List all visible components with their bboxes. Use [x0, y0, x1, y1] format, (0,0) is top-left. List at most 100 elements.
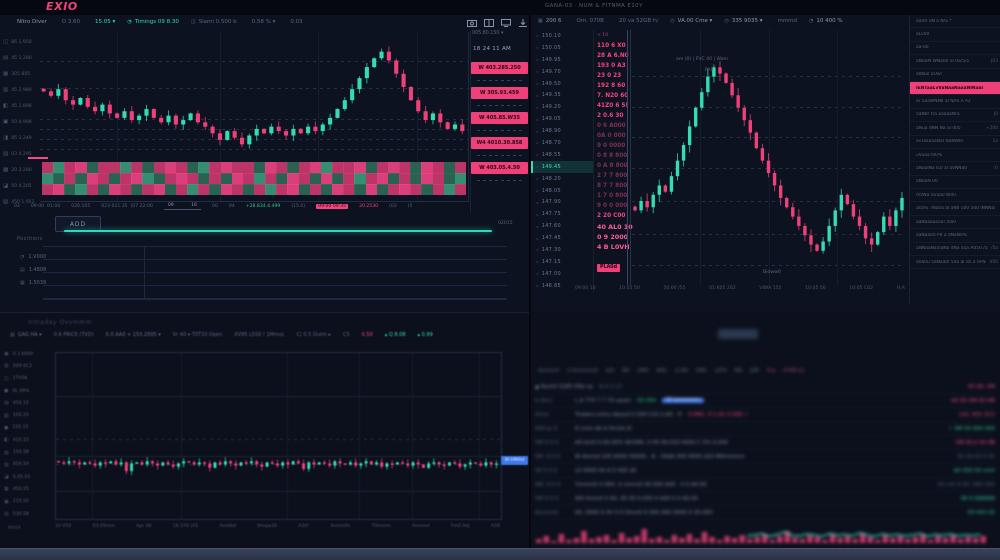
depth-candlestick-chart[interactable] [632, 30, 905, 285]
toolbar-item[interactable]: ◔ 10 400 % [809, 18, 843, 24]
indicator-row[interactable]: ● 0L 00% [4, 385, 54, 397]
tool-rail-item[interactable]: ▥ 45 2.980 [3, 82, 39, 98]
toolbar-item[interactable]: Nitro Diver [14, 19, 47, 25]
order-row[interactable]: 000 Ju 0 D mml dA A 0m1A /0 ✓ 0M 00 000 00… [535, 422, 995, 436]
sidebar-item[interactable]: IENTaaLvVaNaaNaaaNINaaI [910, 81, 1000, 96]
orders-column-header[interactable]: A 0M [675, 368, 688, 374]
price-scale-row[interactable]: ▫ 147.75 [531, 208, 593, 220]
price-scale-row[interactable]: ▫ 148.55 [531, 149, 593, 161]
orders-column-header[interactable]: 0M0 [695, 368, 707, 374]
price-scale-row[interactable]: ▫ 147.30 [531, 244, 593, 256]
order-row[interactable]: ▲ Num0 5280 00b ua N.A 0.10 00 0A, 0M [535, 380, 995, 394]
orders-column-header[interactable]: dT0M d1 [782, 368, 805, 374]
toolbar-item[interactable]: 0.0 AA0 + 150.2005 ▾ [103, 332, 161, 338]
price-scale-row[interactable]: ▫ 146.85 [531, 280, 593, 292]
orders-column-header[interactable]: W0L [656, 368, 668, 374]
sidebar-item[interactable]: uVuaa I00% [910, 149, 1000, 163]
tool-rail-item[interactable]: ▨ 03 4.295 [3, 146, 39, 162]
tool-rail-item[interactable]: ◧ 45 1.898 [3, 98, 39, 114]
indicator-row[interactable]: ▨ 150.5B [4, 446, 54, 458]
positions-table[interactable] [43, 246, 507, 300]
tool-rail-item[interactable]: ◫ 86 1.950 [3, 34, 39, 50]
order-row[interactable]: Ammmd 00, 0000 0 0V 0 0 0mm0 0 000 000 00… [535, 506, 995, 520]
price-scale-row[interactable]: ▫ 150.05 [531, 42, 593, 54]
order-row[interactable]: 00 0 0 0 L0 0000 00 A 0 000 d0 A0 000 00 m… [535, 464, 995, 478]
toolbar-item[interactable]: ▴ 0.99 [415, 332, 433, 338]
monitor-icon[interactable] [500, 18, 511, 27]
toolbar-item[interactable]: C5 [340, 332, 350, 338]
price-scale-row[interactable]: ▫ 147.90 [531, 196, 593, 208]
indicator-row[interactable]: ▦ 450.55 [4, 483, 54, 495]
price-scale-row[interactable]: ▫ 149.20 [531, 101, 593, 113]
tool-rail-item[interactable]: ◨ 85 3.249 [3, 130, 39, 146]
indicator-row[interactable]: ▤ 530.5B [4, 508, 54, 520]
toolbar-item[interactable]: ▦ 200 6 [538, 18, 561, 24]
price-scale-row[interactable]: ▫ 147.00 [531, 268, 593, 280]
sidebar-item[interactable]: aNaaN 00 [910, 176, 1000, 190]
toolbar-item[interactable]: ◫ Slami 0.500 b [191, 19, 237, 25]
toolbar-item[interactable]: ◔ Timings 09 8.30 [127, 19, 179, 25]
toolbar-item[interactable]: O 3.60 [59, 19, 80, 25]
toolbar-item[interactable]: mmmd [774, 18, 797, 24]
price-scale-row[interactable]: ▫ 147.15 [531, 256, 593, 268]
main-candlestick-chart[interactable] [40, 34, 466, 162]
tool-rail-item[interactable]: ◪ 50 4.205 [3, 178, 39, 194]
orders-column-header[interactable]: A/0 [605, 368, 615, 374]
sidebar-item[interactable]: aNNaaNaI5aNa dNa a5a A050 /55a/5a [910, 243, 1000, 257]
indicator-row[interactable]: ▥ 450.54 [4, 459, 54, 471]
price-scale-row[interactable]: ▫ 149.70 [531, 66, 593, 78]
toolbar-item[interactable]: 0V95 L550 ! 1MmvL [231, 332, 284, 338]
indicator-row[interactable]: ● 150.15 [4, 422, 54, 434]
sidebar-item[interactable]: aNaaINa IL0 aI aVNNa0 r0 [910, 162, 1000, 176]
price-scale-row[interactable]: ▫ 149.95 [531, 54, 593, 66]
toolbar-item[interactable]: Om. 070B [573, 18, 603, 24]
indicator-row[interactable]: ▤ 450.15 [4, 397, 54, 409]
orders-column-header[interactable]: 0M0 [637, 368, 649, 374]
order-row[interactable]: 0M, 0 0 0 W Ammd 100 A000 5000S . N , 00d… [535, 450, 995, 464]
price-scale-row[interactable]: ▫ 149.50 [531, 78, 593, 90]
price-scale-row[interactable]: ▫ 150.10 [531, 30, 593, 42]
tool-rail-item[interactable]: ▧ 450 1.952 [3, 194, 39, 210]
indicator-row[interactable]: ◪ 0.05.05 [4, 471, 54, 483]
orders-column-header[interactable]: M0 [734, 368, 743, 374]
position-row[interactable]: ▤ 1.4808 [20, 263, 100, 276]
sidebar-item[interactable]: a0a0u 5aNaa0I 50a aI d5 a 0FN d0ud00 [910, 256, 1000, 270]
toolbar-item[interactable]: ◴ VA.00 Cme ▾ [670, 18, 712, 24]
order-row[interactable]: 0 0m1 L.A 770 7 7 70 aaam 00 000 00 ammmmm A… [535, 394, 995, 408]
sidebar-item[interactable]: aNua dNN Na aI 005 +200 [910, 122, 1000, 136]
price-alert-badge[interactable]: W 403.05.4.50 [471, 162, 528, 174]
sidebar-item[interactable]: avTaaaaaNaI NaNWIII 1a [910, 136, 1000, 149]
download-icon[interactable] [517, 18, 528, 27]
price-alert-badge[interactable]: W4 4010.30.858 [471, 137, 528, 149]
tool-rail-item[interactable]: ▤ 45 1.280 [3, 50, 39, 66]
price-scale-row[interactable]: ▫ 148.05 [531, 185, 593, 197]
price-alert-badge[interactable]: W 403.285.250 [471, 62, 528, 74]
indicator-row[interactable]: ▣ 210.50 [4, 496, 54, 508]
tool-rail-item[interactable]: ▩ 20 3.280 [3, 162, 39, 178]
orders-column-header[interactable]: 0 0mmmm0 [567, 368, 598, 374]
sidebar-item[interactable]: aWaal aOwl [910, 69, 1000, 82]
tool-rail-item[interactable]: ▦ 305 805 [3, 66, 39, 82]
price-scale-row[interactable]: ▫ 149.05 [531, 113, 593, 125]
indicator-row[interactable]: ◫ 1TV0b [4, 373, 54, 385]
sidebar-item[interactable]: aaNaaaaaaal )0a0 [910, 216, 1000, 230]
toolbar-item[interactable]: ▤ GAG HA ▾ [10, 332, 42, 338]
orders-column-header[interactable]: J0M [750, 368, 760, 374]
position-row[interactable]: ◔ 1.V000 [20, 250, 100, 263]
layout-icon[interactable] [483, 18, 494, 27]
toolbar-item[interactable]: 20 va 52GB tv [616, 18, 658, 24]
orders-column-header[interactable]: Ammm0 [538, 368, 560, 374]
price-alert-badge[interactable]: W 405.85.W35 [471, 112, 528, 124]
order-row[interactable]: 0M 0 0 0 W0 0mm0 0 A0, 00 00 0.000 0 A00 … [535, 492, 995, 506]
sidebar-item[interactable]: aNaaM WNa00 aI 0S/5/1 J03 [910, 55, 1000, 69]
sidebar-item[interactable]: mVNa Iaraa0 W00 [910, 189, 1000, 203]
price-alert-badge[interactable]: W 305.93.459 [471, 87, 528, 99]
price-scale-row[interactable]: ▫ 148.90 [531, 125, 593, 137]
toolbar-item[interactable]: ◷ 335 9035 ▾ [724, 18, 762, 24]
price-scale-row[interactable]: ▫ 149.45 [531, 160, 593, 173]
indicator-row[interactable]: ▧ 150.20 [4, 409, 54, 421]
sidebar-item[interactable]: a0a% TNa0a aI aN0 u00 500 INNNara [910, 202, 1000, 216]
price-scale-row[interactable]: ▫ 147.60 [531, 220, 593, 232]
toolbar-item[interactable]: 0.6 PRICE (TVD) [51, 332, 94, 338]
sidebar-item[interactable]: 5aN0r tra aaaaaNra J0 [910, 109, 1000, 123]
